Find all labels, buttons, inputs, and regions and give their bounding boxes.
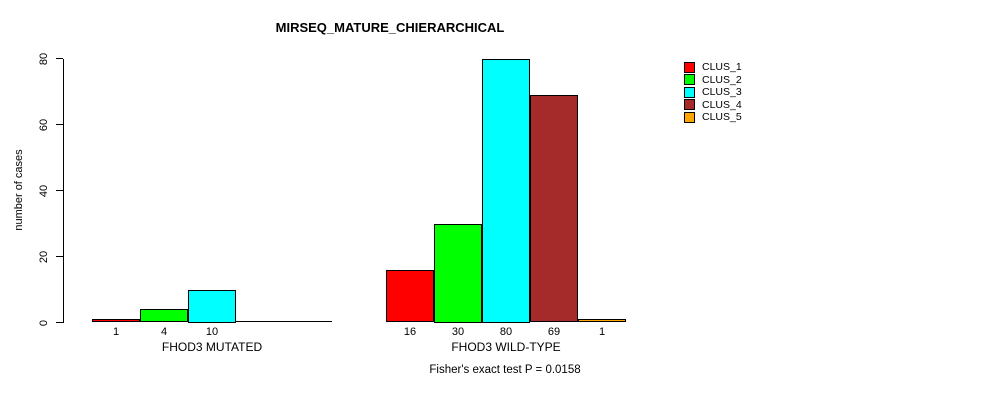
y-axis-line [63, 58, 65, 323]
bar-clus-2-group1 [140, 309, 188, 323]
bar-clus-4-group1-zero [236, 321, 284, 323]
y-axis-label: number of cases [13, 149, 25, 231]
bar-clus-1-group2 [386, 269, 434, 323]
legend-item: CLUS_3 [684, 86, 742, 98]
legend: CLUS_1 CLUS_2 CLUS_3 CLUS_4 CLUS_5 [684, 61, 742, 123]
legend-label: CLUS_3 [702, 86, 742, 98]
bar-value-label: 69 [547, 326, 561, 338]
y-axis-tick [56, 321, 63, 324]
stat-annotation: Fisher's exact test P = 0.0158 [429, 364, 581, 376]
bar-clus-1-group1 [92, 319, 140, 323]
y-axis-tick [56, 57, 63, 60]
legend-label: CLUS_4 [702, 98, 742, 111]
y-axis-tick-label: 20 [38, 250, 50, 263]
bar-clus-5-group1-zero [284, 321, 332, 323]
legend-label: CLUS_2 [702, 73, 742, 86]
y-axis-tick-label: 40 [38, 184, 50, 197]
bar-value-label: 80 [499, 326, 513, 338]
bar-clus-3-group1 [188, 289, 236, 323]
legend-item: CLUS_4 [684, 98, 742, 111]
bar-clus-4-group2 [530, 94, 578, 323]
legend-item: CLUS_1 [684, 61, 742, 73]
legend-item: CLUS_2 [684, 73, 742, 86]
y-axis-tick [56, 123, 63, 126]
legend-swatch [684, 61, 695, 73]
y-axis-tick-label: 80 [38, 52, 50, 65]
bar-value-label: 4 [160, 326, 168, 338]
legend-swatch [684, 74, 695, 85]
x-category-label: FHOD3 WILD-TYPE [451, 340, 561, 354]
bar-clus-2-group2 [434, 223, 482, 323]
y-axis-tick-label: 0 [38, 319, 50, 326]
chart-title: MIRSEQ_MATURE_CHIERARCHICAL [275, 20, 505, 35]
bar-value-label: 10 [205, 326, 219, 338]
legend-swatch [684, 99, 695, 110]
bar-clus-3-group2 [482, 58, 530, 323]
bar-value-label: 1 [112, 326, 120, 338]
y-axis-tick-label: 60 [38, 118, 50, 131]
y-axis-tick [56, 255, 63, 258]
y-axis-tick [56, 189, 63, 192]
bar-value-label: 30 [451, 326, 465, 338]
legend-label: CLUS_5 [702, 111, 742, 123]
legend-swatch [684, 111, 695, 123]
legend-swatch [684, 86, 695, 98]
x-category-label: FHOD3 MUTATED [161, 340, 263, 354]
legend-label: CLUS_1 [702, 61, 742, 73]
bar-value-label: 16 [403, 326, 417, 338]
bar-value-label: 1 [598, 326, 606, 338]
legend-item: CLUS_5 [684, 111, 742, 123]
bar-clus-5-group2 [578, 319, 626, 323]
